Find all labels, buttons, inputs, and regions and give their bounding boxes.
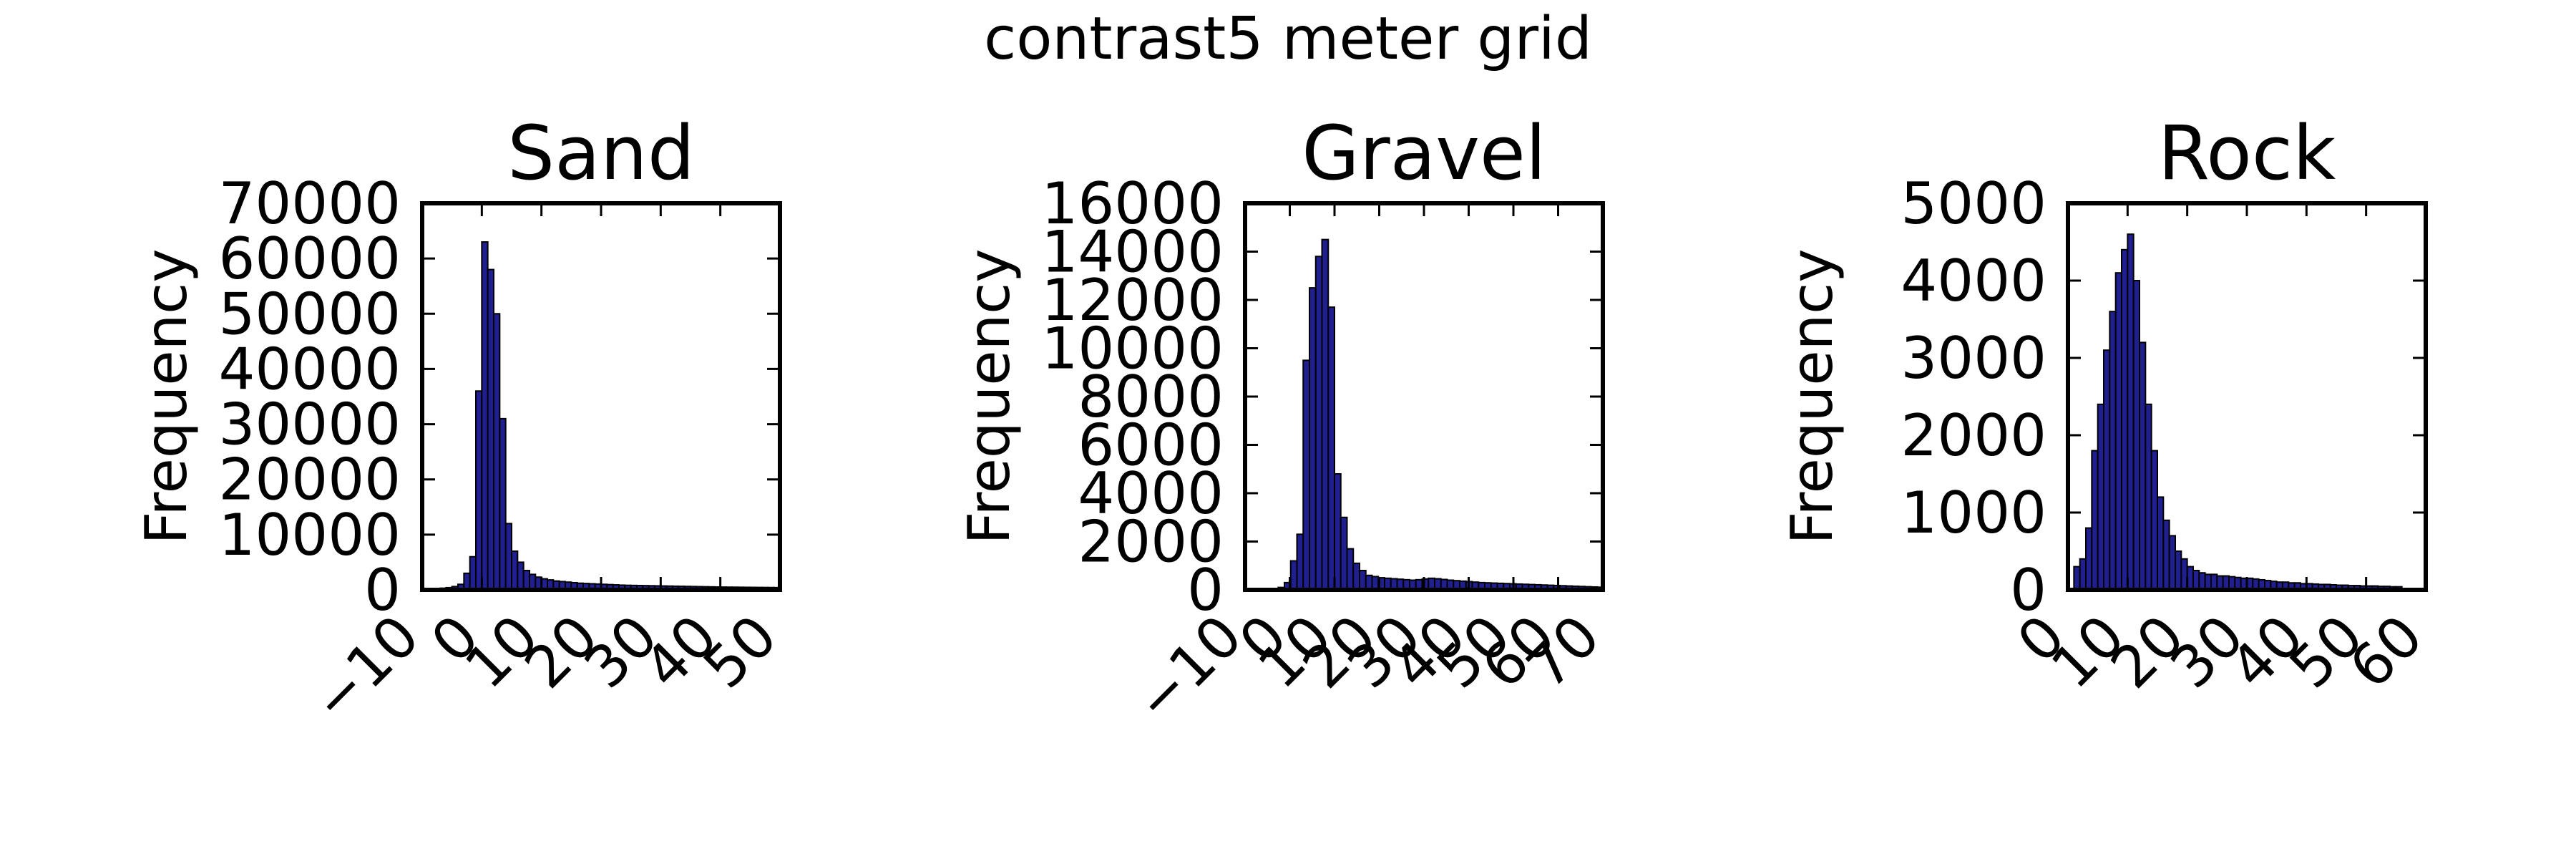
sand-bar — [487, 268, 495, 591]
gravel-bar — [1314, 256, 1323, 591]
gravel-ytick-label: 2000 — [1078, 509, 1224, 576]
gravel-bar — [1289, 560, 1298, 591]
sand-bar — [475, 390, 483, 591]
rock-title: Rock — [2158, 110, 2336, 197]
sand-bar — [511, 550, 519, 591]
rock-panel: 0100020003000400050000102030405060RockFr… — [1779, 110, 2435, 701]
gravel-bar — [1346, 548, 1355, 591]
sand-ytick-label: 20000 — [219, 447, 401, 513]
sand-ytick-label: 10000 — [219, 502, 401, 568]
sand-ytick-label: 0 — [364, 557, 401, 623]
sand-ytick-label: 70000 — [219, 170, 401, 237]
gravel-ytick-label: 16000 — [1042, 170, 1224, 237]
rock-bar — [2198, 572, 2206, 591]
gravel-ytick-label: 4000 — [1078, 460, 1224, 527]
gravel-ytick-label: 0 — [1187, 557, 1224, 623]
rock-ytick-label: 3000 — [1901, 325, 2046, 392]
sand-bar — [517, 561, 525, 591]
sand-xtick-label: 50 — [691, 603, 790, 702]
rock-ytick-label: 4000 — [1901, 248, 2046, 314]
sand-bar — [493, 313, 501, 591]
sand-bar — [481, 241, 489, 591]
rock-bar — [2114, 272, 2123, 591]
rock-bar — [2175, 550, 2182, 591]
gravel-bar — [1359, 570, 1367, 591]
rock-ytick-label: 1000 — [1901, 480, 2046, 546]
sand-bar — [529, 573, 537, 591]
sand-bar — [499, 417, 507, 591]
rock-bar — [2091, 450, 2099, 591]
gravel-plot-frame — [1243, 201, 1605, 592]
rock-bar — [2150, 450, 2159, 591]
figure-title: contrast5 meter grid — [984, 5, 1592, 73]
rock-ytick-label: 2000 — [1901, 402, 2046, 469]
rock-ytick-label: 5000 — [1901, 170, 2046, 237]
sand-bar — [522, 570, 531, 591]
gravel-ytick-label: 10000 — [1042, 316, 1224, 382]
rock-ytick-label: 0 — [2010, 557, 2046, 623]
rock-bar — [2097, 403, 2105, 591]
sand-xtick-label: −10 — [299, 603, 431, 735]
gravel-ytick-label: 14000 — [1042, 219, 1224, 286]
gravel-panel: 0200040006000800010000120001400016000−10… — [956, 110, 1612, 735]
rock-bar — [2109, 311, 2117, 591]
rock-bar — [2121, 248, 2129, 591]
rock-bar — [2139, 341, 2147, 591]
rock-bar — [2079, 558, 2087, 591]
rock-bar — [2168, 535, 2177, 591]
sand-bar — [469, 555, 477, 591]
gravel-ylabel: Frequency — [956, 248, 1023, 544]
sand-panel: 010000200003000040000500006000070000−100… — [133, 110, 789, 735]
gravel-bar — [1302, 359, 1310, 591]
sand-ytick-label: 50000 — [219, 281, 401, 347]
rock-bar — [2085, 527, 2093, 591]
sand-bar — [504, 523, 513, 591]
rock-bar — [2204, 573, 2212, 591]
gravel-bar — [1296, 533, 1304, 591]
sand-ytick-label: 30000 — [219, 392, 401, 458]
rock-bar — [2073, 566, 2081, 591]
gravel-bar — [1309, 287, 1317, 591]
rock-bar — [2132, 280, 2141, 591]
sand-title: Sand — [507, 110, 695, 197]
sand-ylabel: Frequency — [133, 248, 200, 544]
sand-ytick-label: 60000 — [219, 225, 401, 292]
gravel-ytick-label: 8000 — [1078, 364, 1224, 430]
rock-bar — [2127, 233, 2135, 591]
rock-bar — [2162, 519, 2170, 591]
rock-xtick-label: 60 — [2337, 603, 2436, 702]
gravel-ytick-label: 6000 — [1078, 412, 1224, 479]
gravel-bar — [1340, 516, 1348, 591]
rock-bar — [2192, 570, 2200, 591]
rock-bar — [2157, 496, 2165, 591]
gravel-bar — [1334, 473, 1342, 591]
gravel-ytick-label: 12000 — [1042, 267, 1224, 334]
rock-bar — [2145, 403, 2152, 591]
gravel-bar — [1321, 238, 1330, 591]
sand-ytick-label: 40000 — [219, 336, 401, 402]
gravel-bar — [1327, 306, 1335, 591]
gravel-bar — [1365, 574, 1373, 591]
gravel-title: Gravel — [1302, 110, 1546, 197]
rock-ylabel: Frequency — [1779, 248, 1845, 544]
gravel-bar — [1352, 562, 1360, 591]
rock-bar — [2210, 573, 2218, 591]
rock-bar — [2103, 349, 2111, 591]
sand-bar — [463, 572, 471, 591]
